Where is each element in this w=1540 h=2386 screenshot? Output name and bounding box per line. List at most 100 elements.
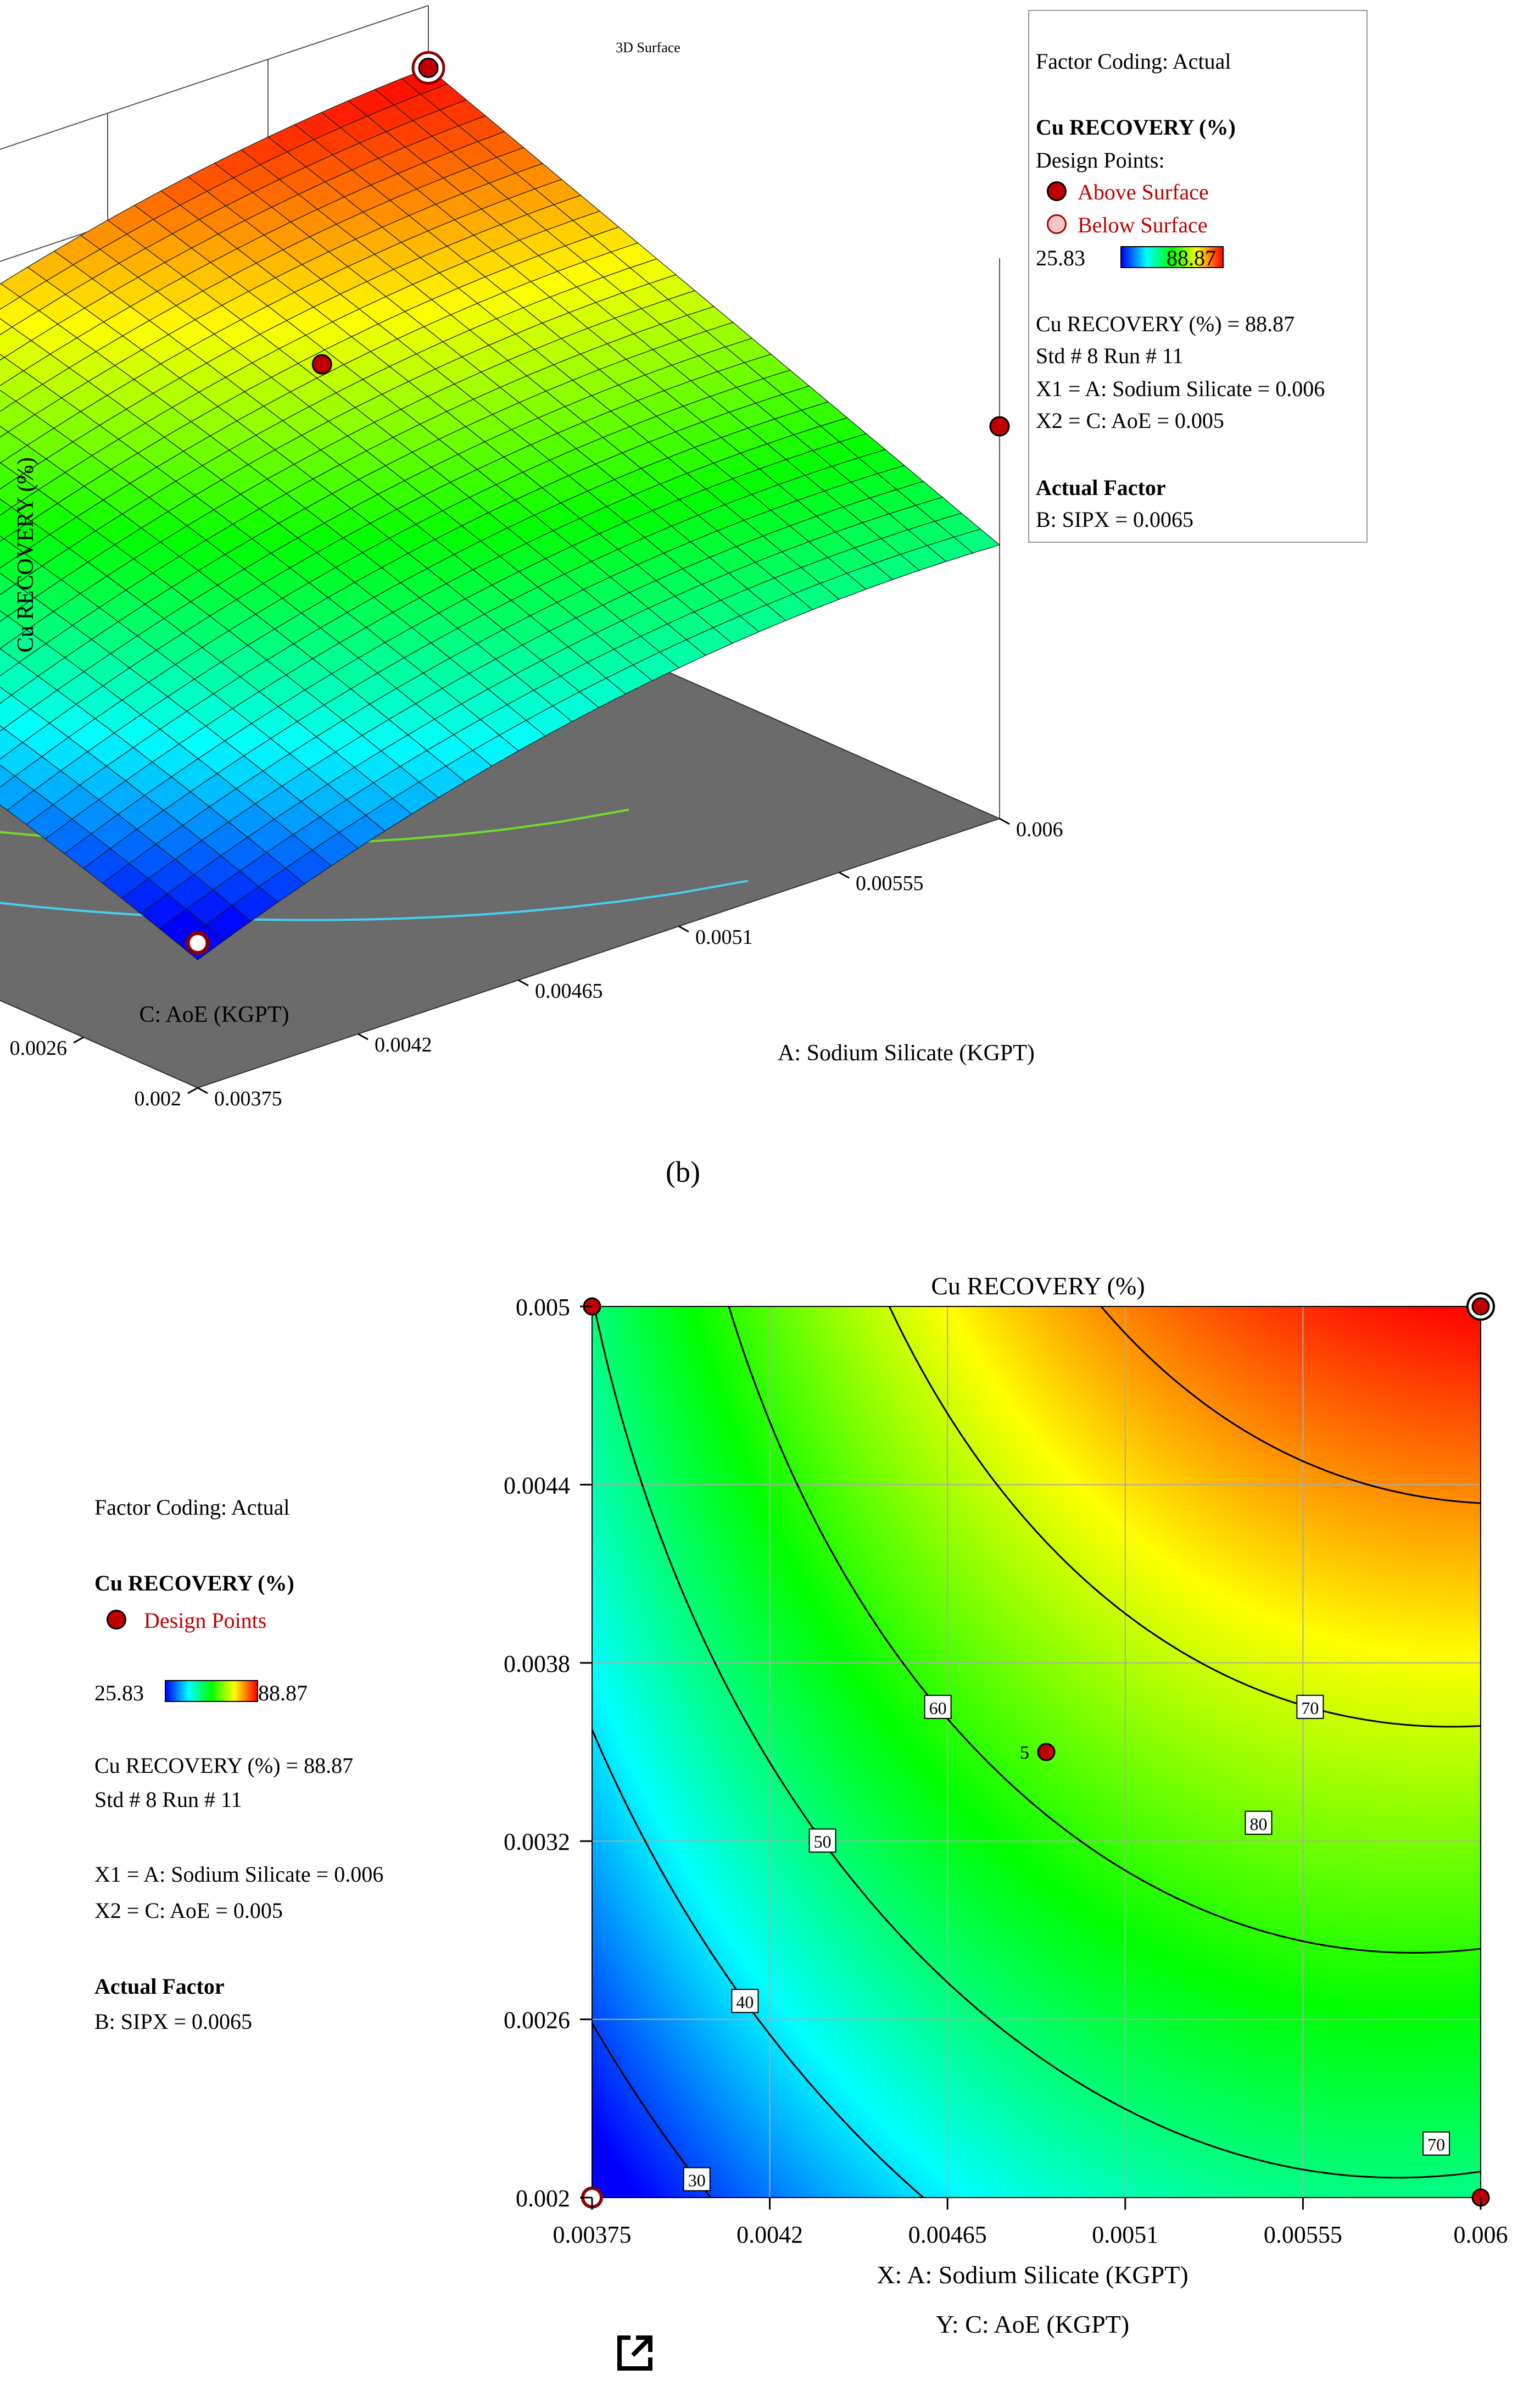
surface-legend-response-text: Cu RECOVERY (%) (1036, 115, 1236, 140)
contour-line (591, 1729, 924, 2199)
surface-chart: 3D Surface 204060801000.003750.00420.004… (0, 5, 1063, 1110)
surface-cell (0, 426, 9, 438)
contour-line (1100, 1306, 1481, 1504)
contour-grid (592, 1306, 1481, 2198)
contour-label: 40 (736, 1992, 754, 2012)
surface-design-point (989, 416, 1010, 437)
contour-label-box (1245, 1810, 1273, 1835)
surface-xlabel: A: Sodium Silicate (KGPT) (778, 1041, 1035, 1066)
surface-legend-coding: Factor Coding: Actual (1036, 49, 1231, 74)
contour-x-tick: 0.00375 (553, 2221, 632, 2248)
surface-design-point (311, 354, 332, 375)
surface-mesh (0, 68, 1001, 960)
contour-label: 80 (1250, 1814, 1268, 1834)
contour-legend-max: 88.87 (258, 1681, 308, 1705)
contour-line (593, 1306, 1481, 2179)
contour-label: 50 (814, 1832, 832, 1851)
surface-axes: 204060801000.003750.00420.004650.00510.0… (10, 817, 1063, 1110)
surface-x-tickmark (518, 979, 529, 987)
contour-legend-x1: X1 = A: Sodium Silicate = 0.006 (94, 1862, 384, 1887)
contour-axes: 0.00375 0.0042 0.00465 0.0051 0.00555 0.006 0.… (504, 1294, 1508, 2248)
contour-x-tick: 0.0042 (736, 2221, 803, 2248)
contour-label: 30 (688, 2171, 706, 2190)
contour-y-tick: 0.0038 (504, 1650, 570, 1677)
contour-design-point (1037, 1743, 1056, 1761)
surface-legend-min: 25.83 (1036, 246, 1085, 270)
surface-x-tick: 0.00465 (535, 980, 603, 1003)
surface-legend-value: Cu RECOVERY (%) = 88.87 (1036, 312, 1295, 336)
contour-label-box (1296, 1694, 1324, 1719)
expand-icon[interactable] (614, 2332, 656, 2374)
contour-x-tick: 0.0051 (1092, 2221, 1158, 2248)
surface-title: 3D Surface (616, 40, 680, 55)
surface-x-tickmark (358, 1033, 369, 1041)
surface-legend-x1: X1 = A: Sodium Silicate = 0.006 (1036, 376, 1325, 401)
contour-labels: 30 40 50 60 70 80 70 (683, 1694, 1450, 2192)
panel-label: (b) (666, 1155, 700, 1188)
contour-x-tick: 0.006 (1454, 2221, 1508, 2248)
contour-label: 70 (1301, 1698, 1319, 1718)
surface-legend-actual-text: Actual Factor (1036, 475, 1166, 500)
surface-x-tick: 0.006 (1016, 818, 1063, 841)
surface-cell (0, 535, 5, 542)
surface-legend-b: B: SIPX = 0.0065 (1036, 507, 1194, 532)
contour-legend-response-text: Cu RECOVERY (%) (94, 1571, 294, 1595)
surface-legend-dp-label: Design Points: (1036, 148, 1165, 173)
contour-line (728, 1306, 1481, 1954)
surface-cell (0, 354, 5, 361)
contour-y-tick: 0.0044 (504, 1472, 570, 1499)
contour-legend-coding: Factor Coding: Actual (94, 1495, 290, 1520)
surface-y-tick: 0.0026 (10, 1037, 68, 1060)
surface-legend-actual: Actual Factor (1036, 477, 1166, 499)
surface-legend-x2: X2 = C: AoE = 0.005 (1036, 408, 1224, 433)
contour-x-tick: 0.00555 (1264, 2221, 1342, 2248)
surface-x-tick: 0.00375 (214, 1087, 282, 1110)
surface-x-tickmark (839, 871, 850, 879)
surface-y-tickmark (187, 1087, 198, 1094)
surface-legend-std: Std # 8 Run # 11 (1036, 343, 1184, 368)
contour-y-tick: 0.002 (516, 2185, 570, 2212)
surface-color-ramp (1120, 246, 1224, 268)
contour-ylabel: Y: C: AoE (KGPT) (936, 2310, 1129, 2338)
contour-y-tick: 0.005 (516, 1294, 570, 1321)
surface-legend-max: 88.87 (1167, 246, 1216, 270)
contour-legend-dp: Design Points (144, 1608, 267, 1633)
contour-label-box (808, 1828, 836, 1853)
contour-label-box (1422, 2131, 1450, 2156)
contour-legend-b: B: SIPX = 0.0065 (94, 2009, 253, 2034)
contour-label-box (683, 2167, 711, 2192)
surface-cell (0, 610, 9, 622)
surface-y-tick: 0.002 (135, 1087, 182, 1110)
contour-legend-actual-text: Actual Factor (94, 1974, 225, 1999)
surface-x-tickmark (197, 1087, 208, 1094)
surface-cell (0, 725, 4, 732)
surface-floor-contour (0, 880, 749, 921)
contour-point-count: 5 (1020, 1743, 1029, 1763)
contour-x-tick: 0.00465 (908, 2221, 987, 2248)
contour-xlabel: X: A: Sodium Silicate (KGPT) (877, 2261, 1188, 2289)
contour-legend-response: Cu RECOVERY (%) (94, 1572, 294, 1594)
surface-x-tick: 0.0051 (695, 926, 753, 949)
contour-design-point (1471, 1297, 1490, 1316)
design-point-icon (107, 1610, 126, 1629)
surface-x-tickmark (999, 817, 1010, 825)
surface-zlabel: Cu RECOVERY (%) (13, 457, 38, 652)
contour-design-points: 5 (581, 1292, 1495, 2209)
contour-legend-actual: Actual Factor (94, 1976, 225, 1998)
surface-design-point (186, 931, 210, 955)
surface-design-point (418, 58, 439, 79)
contour-label-box (731, 1989, 759, 2014)
contour-y-tick: 0.0032 (504, 1828, 570, 1855)
above-surface-icon (1047, 181, 1067, 201)
contour-legend-min: 25.83 (94, 1681, 144, 1705)
surface-y-tickmark (73, 1036, 84, 1044)
contour-label: 60 (929, 1698, 947, 1718)
contour-label: 70 (1427, 2135, 1445, 2155)
surface-x-tick: 0.00555 (856, 872, 924, 895)
surface-legend-response: Cu RECOVERY (%) (1036, 116, 1236, 138)
contour-title: Cu RECOVERY (%) (931, 1272, 1145, 1300)
contour-legend-std: Std # 8 Run # 11 (94, 1787, 242, 1812)
surface-x-tick: 0.0042 (375, 1033, 432, 1056)
contour-y-tick: 0.0026 (504, 2007, 570, 2034)
